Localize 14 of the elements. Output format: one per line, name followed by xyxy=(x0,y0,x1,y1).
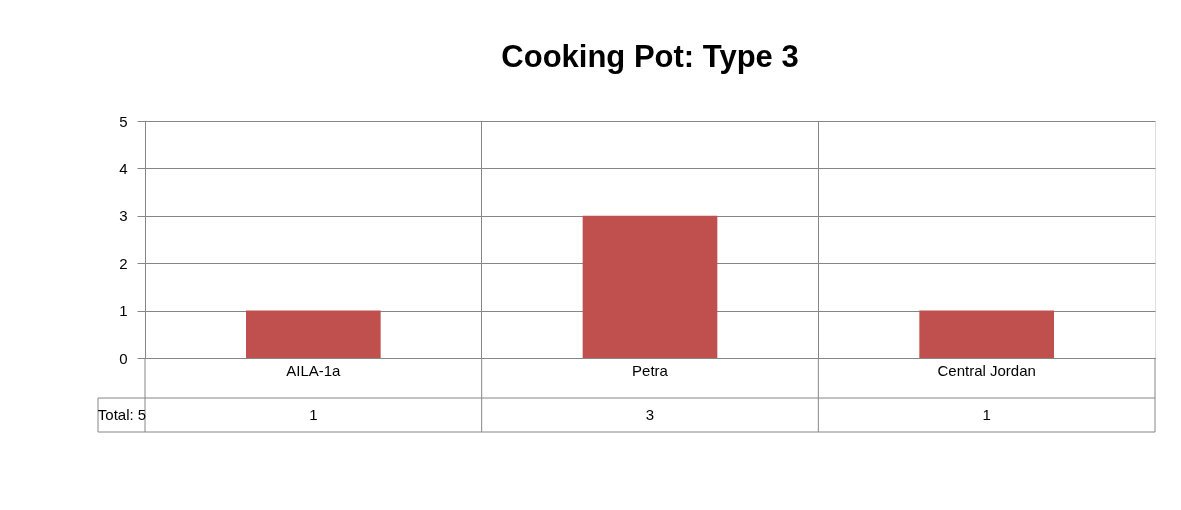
y-tick-label: 4 xyxy=(119,159,128,177)
text: Total: 5 xyxy=(97,406,147,423)
x-tick-label: Petra xyxy=(632,361,669,379)
y-tick-label: 2 xyxy=(119,254,128,272)
x-tick-label: Central Jordan xyxy=(937,361,1036,379)
x-tick-label: AILA-1a xyxy=(286,361,342,379)
chart-title: Cooking Pot: Type 3 xyxy=(501,39,799,74)
y-tick-label: 3 xyxy=(119,207,128,225)
y-tick-label: 0 xyxy=(119,349,128,367)
data-label: 1 xyxy=(982,406,991,423)
data-label: 3 xyxy=(645,406,655,423)
y-tick-label: 5 xyxy=(119,112,128,130)
data-label: 1 xyxy=(309,406,318,423)
y-tick-label: 1 xyxy=(119,302,128,320)
